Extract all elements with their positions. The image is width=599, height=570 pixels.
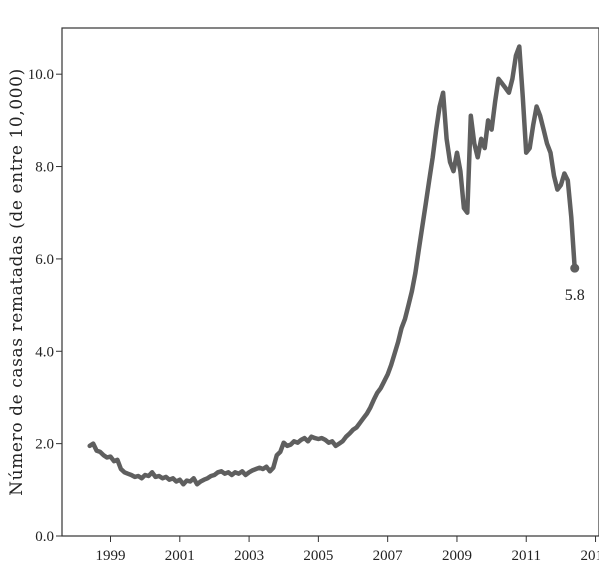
- y-tick-label: 8.0: [35, 160, 54, 176]
- x-tick-label: 2003: [234, 548, 264, 564]
- x-tick-label: 2011: [512, 548, 541, 564]
- y-tick-label: 4.0: [35, 344, 54, 360]
- annotation-layer: 5.8: [565, 287, 585, 304]
- x-tick-label: 1999: [96, 548, 126, 564]
- x-axis: 1999 2001 2003 2005 2007 2009 2011 2013: [96, 536, 599, 564]
- y-tick-label: 2.0: [35, 437, 54, 453]
- x-tick-label: 2005: [303, 548, 333, 564]
- y-axis: 0.0 2.0 4.0 6.0 8.0 10.0: [28, 67, 62, 545]
- x-tick-label: 2007: [373, 548, 404, 564]
- x-tick-label: 2001: [165, 548, 195, 564]
- y-axis-title: Número de casas rematadas (de entre 10,0…: [7, 68, 27, 496]
- series-layer: [87, 44, 580, 487]
- x-tick-label: 2009: [442, 548, 472, 564]
- y-tick-label: 6.0: [35, 252, 54, 268]
- end-value-label: 5.8: [565, 287, 585, 304]
- x-tick-label: 2013: [581, 548, 599, 564]
- end-point-marker: [570, 263, 580, 273]
- series-line-0: [87, 44, 577, 487]
- y-tick-label: 10.0: [28, 67, 54, 83]
- plot-frame: [61, 27, 599, 537]
- y-tick-label: 0.0: [35, 529, 54, 545]
